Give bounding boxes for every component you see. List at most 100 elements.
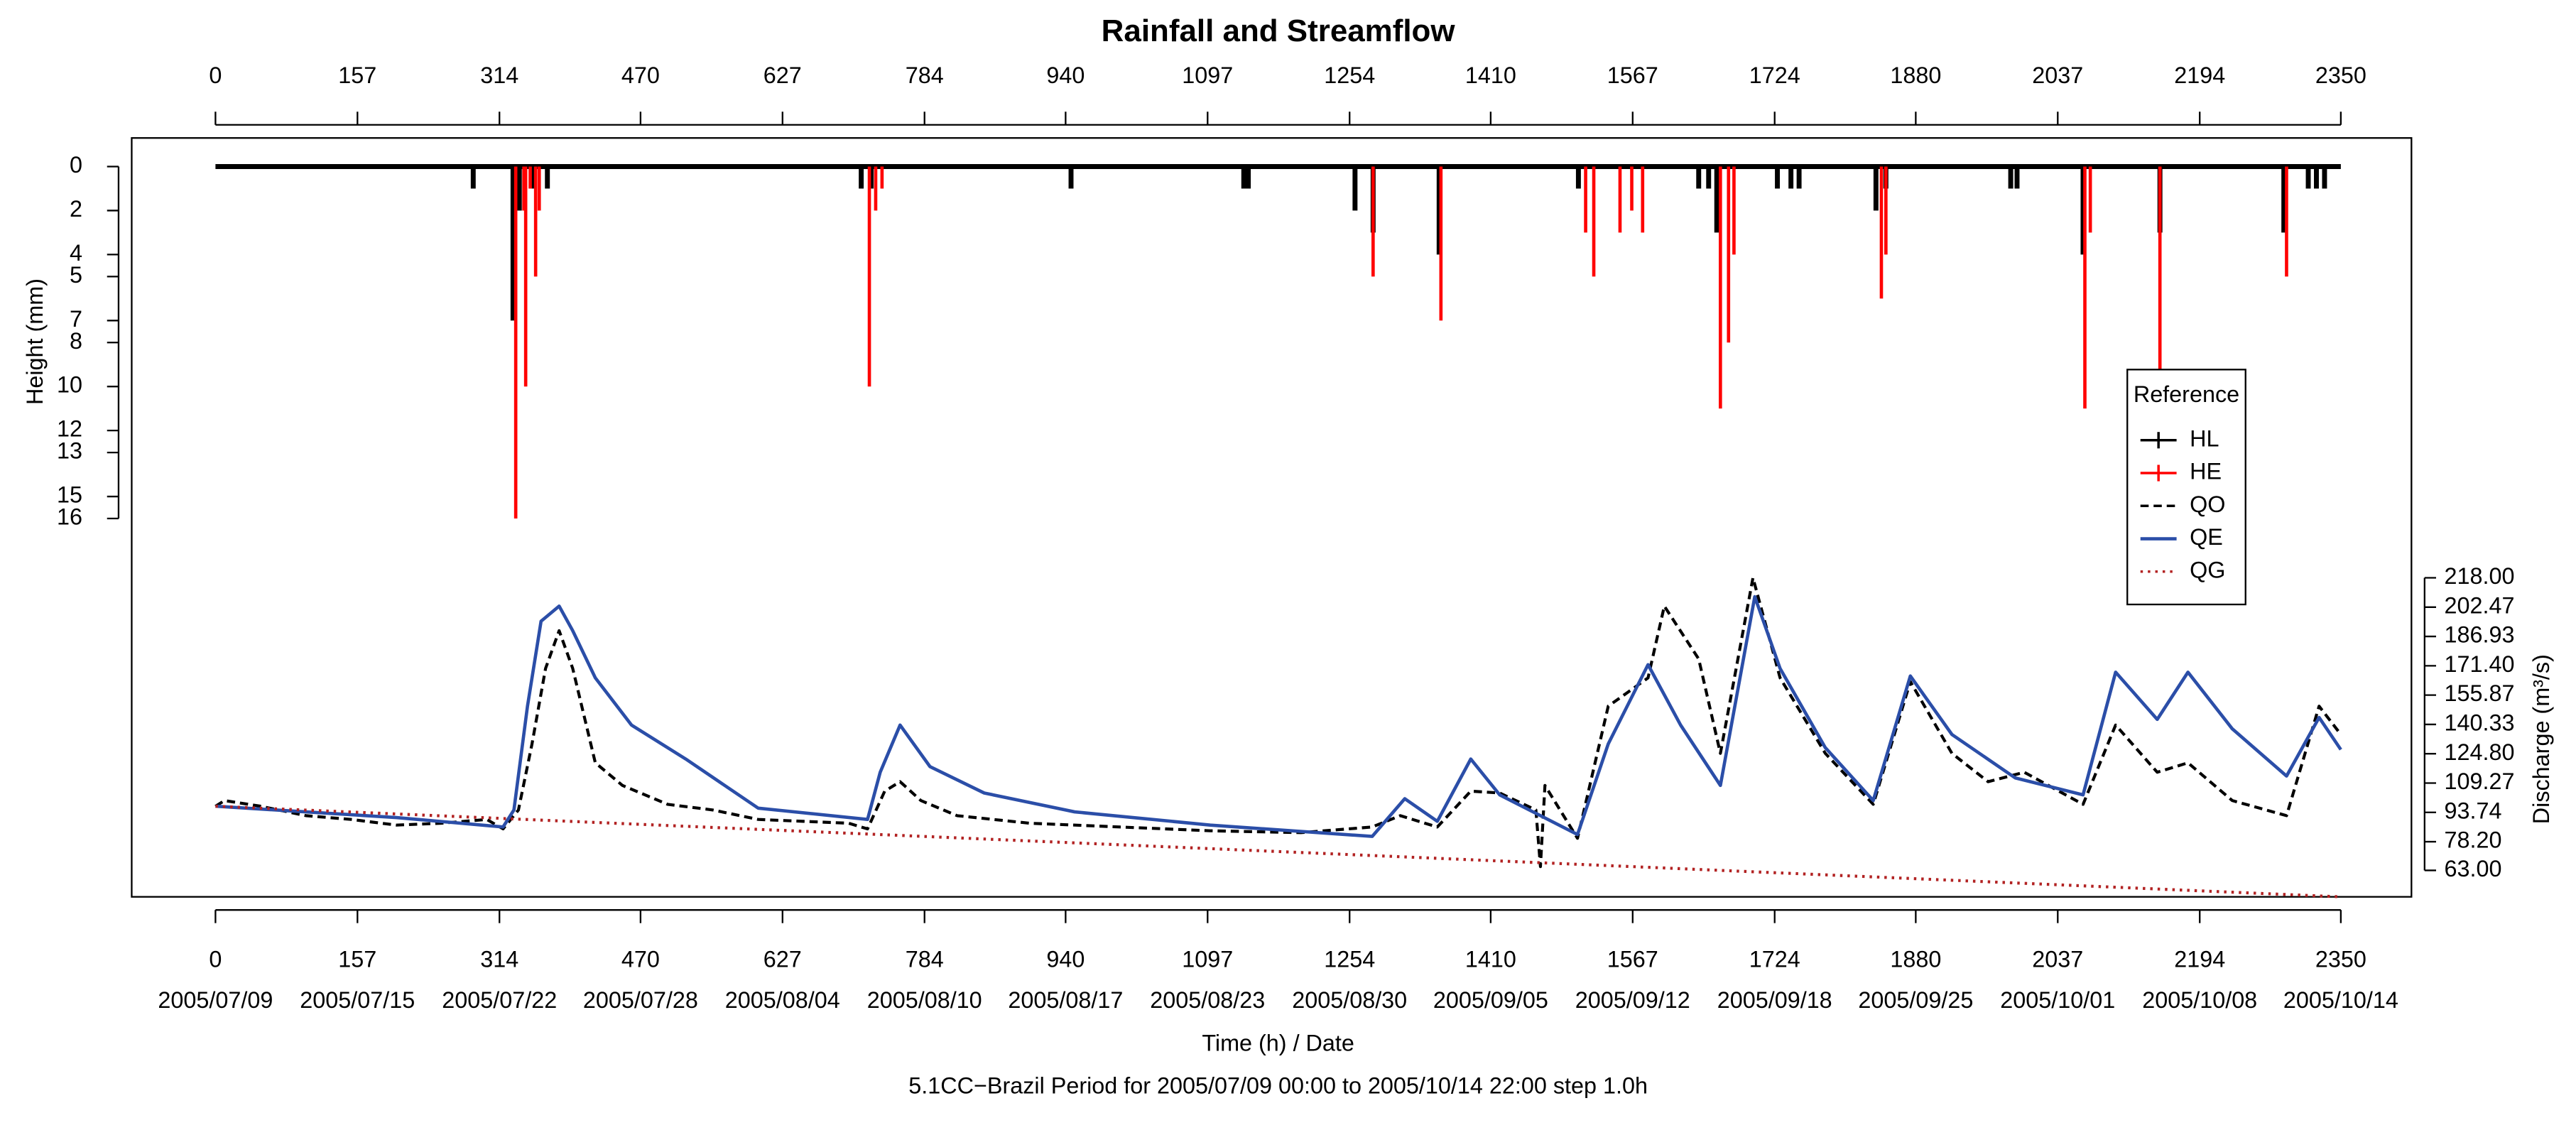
legend-box: [2126, 369, 2246, 606]
legend-title: Reference: [2134, 381, 2239, 407]
x-tick-date: 2005/08/17: [1008, 987, 1123, 1013]
rain-bar: [1241, 166, 1246, 189]
x-tick-label-top: 470: [621, 63, 660, 88]
rain-bar: [522, 166, 526, 211]
rain-bar: [523, 166, 528, 387]
x-tick-label-top: 2350: [2315, 63, 2366, 88]
x-tick-date: 2005/09/18: [1717, 987, 1832, 1013]
rain-bar: [1732, 166, 1736, 255]
x-tick-date: 2005/08/10: [867, 987, 982, 1013]
x-tick-label-top: 784: [906, 63, 944, 88]
x-tick-label-bottom: 1567: [1607, 946, 1658, 972]
rain-bar: [1592, 166, 1596, 277]
y2-tick-label: 109.27: [2445, 769, 2515, 794]
x-tick-date: 2005/07/09: [158, 987, 273, 1013]
x-tick-label-top: 1724: [1749, 63, 1800, 88]
x-tick-label-bottom: 314: [480, 946, 518, 972]
y-tick-label: 7: [70, 306, 82, 332]
y2-tick-label: 78.20: [2445, 827, 2502, 853]
x-tick-date: 2005/08/30: [1292, 987, 1407, 1013]
legend-label: QG: [2190, 557, 2225, 582]
y-tick-label: 2: [70, 196, 82, 222]
x-tick-label-bottom: 784: [906, 946, 944, 972]
rain-bar: [2285, 166, 2288, 277]
x-tick-date: 2005/08/23: [1150, 987, 1265, 1013]
rain-bar: [1719, 166, 1722, 409]
rain-bar: [1246, 166, 1251, 189]
rain-bar: [2080, 166, 2086, 255]
rain-bar: [867, 166, 871, 387]
rain-bar: [2088, 166, 2092, 233]
rain-bar: [470, 166, 476, 189]
x-tick-label-top: 157: [338, 63, 376, 88]
y-tick-label: 10: [57, 372, 82, 398]
rain-bar: [510, 166, 516, 321]
plot-frame: [131, 137, 2413, 898]
y-tick-label: 8: [70, 328, 82, 354]
x-tick-label-bottom: 470: [621, 946, 660, 972]
x-tick-label-top: 314: [480, 63, 518, 88]
rain-bar: [533, 166, 538, 277]
x-tick-date: 2005/07/28: [583, 987, 698, 1013]
y2-axis-label: Discharge (m³/s): [2528, 654, 2554, 824]
rain-bar: [1706, 166, 1712, 189]
x-tick-label-bottom: 1254: [1324, 946, 1375, 972]
x-tick-label-top: 1880: [1890, 63, 1941, 88]
x-tick-date: 2005/07/22: [442, 987, 557, 1013]
legend-label: HE: [2190, 459, 2222, 484]
rain-bar: [1352, 166, 1358, 211]
x-tick-label-top: 2194: [2174, 63, 2225, 88]
rain-bar: [880, 166, 884, 189]
rain-bar: [1641, 166, 1645, 233]
rain-bar: [1575, 166, 1581, 189]
y2-tick-label: 171.40: [2445, 651, 2515, 677]
rain-bar: [2314, 166, 2319, 189]
y-tick-label: 0: [70, 152, 82, 178]
x-tick-label-top: 0: [209, 63, 222, 88]
rain-bar: [869, 166, 874, 189]
x-tick-date: 2005/10/14: [2283, 987, 2398, 1013]
x-tick-label-bottom: 940: [1046, 946, 1085, 972]
rain-bar: [528, 166, 532, 189]
x-tick-label-top: 1254: [1324, 63, 1375, 88]
x-tick-label-bottom: 2350: [2315, 946, 2366, 972]
y2-tick-label: 63.00: [2445, 856, 2502, 881]
rain-bar: [2281, 166, 2287, 233]
x-tick-label-top: 1097: [1182, 63, 1233, 88]
x-tick-label-top: 2037: [2032, 63, 2083, 88]
rain-bar: [1696, 166, 1702, 189]
y-tick-label: 16: [57, 504, 82, 530]
discharge-line: [215, 594, 2342, 838]
rain-bar: [1618, 166, 1622, 233]
x-tick-label-top: 1567: [1607, 63, 1658, 88]
rain-bar: [1775, 166, 1781, 189]
legend-label: QO: [2190, 492, 2225, 517]
x-tick-date: 2005/10/08: [2142, 987, 2257, 1013]
rain-bar: [1873, 166, 1879, 211]
x-tick-label-bottom: 1880: [1890, 946, 1941, 972]
x-tick-label-bottom: 1724: [1749, 946, 1800, 972]
x-tick-label-bottom: 1410: [1465, 946, 1516, 972]
y-tick-label: 4: [70, 240, 82, 266]
rain-bar: [1436, 166, 1442, 255]
discharge-line: [214, 576, 2342, 869]
x-tick-label-bottom: 2194: [2174, 946, 2225, 972]
y2-tick-label: 93.74: [2445, 798, 2502, 823]
x-tick-label-bottom: 2037: [2032, 946, 2083, 972]
rain-bar: [2083, 166, 2087, 409]
x-tick-label-bottom: 157: [338, 946, 376, 972]
x-tick-date: 2005/07/15: [300, 987, 415, 1013]
y-tick-label: 15: [57, 482, 82, 508]
x-tick-label-top: 627: [763, 63, 802, 88]
x-tick-date: 2005/08/04: [725, 987, 840, 1013]
rain-bar: [2158, 166, 2162, 387]
y2-tick-label: 140.33: [2445, 710, 2515, 735]
rain-bar: [2305, 166, 2311, 189]
x-tick-label-bottom: 627: [763, 946, 802, 972]
rain-bar: [1439, 166, 1443, 321]
rain-bar: [1879, 166, 1884, 299]
rain-bar: [1727, 166, 1731, 343]
y-tick-label: 5: [70, 262, 82, 288]
legend-label: QE: [2190, 524, 2223, 550]
y-tick-label: 13: [57, 438, 82, 464]
